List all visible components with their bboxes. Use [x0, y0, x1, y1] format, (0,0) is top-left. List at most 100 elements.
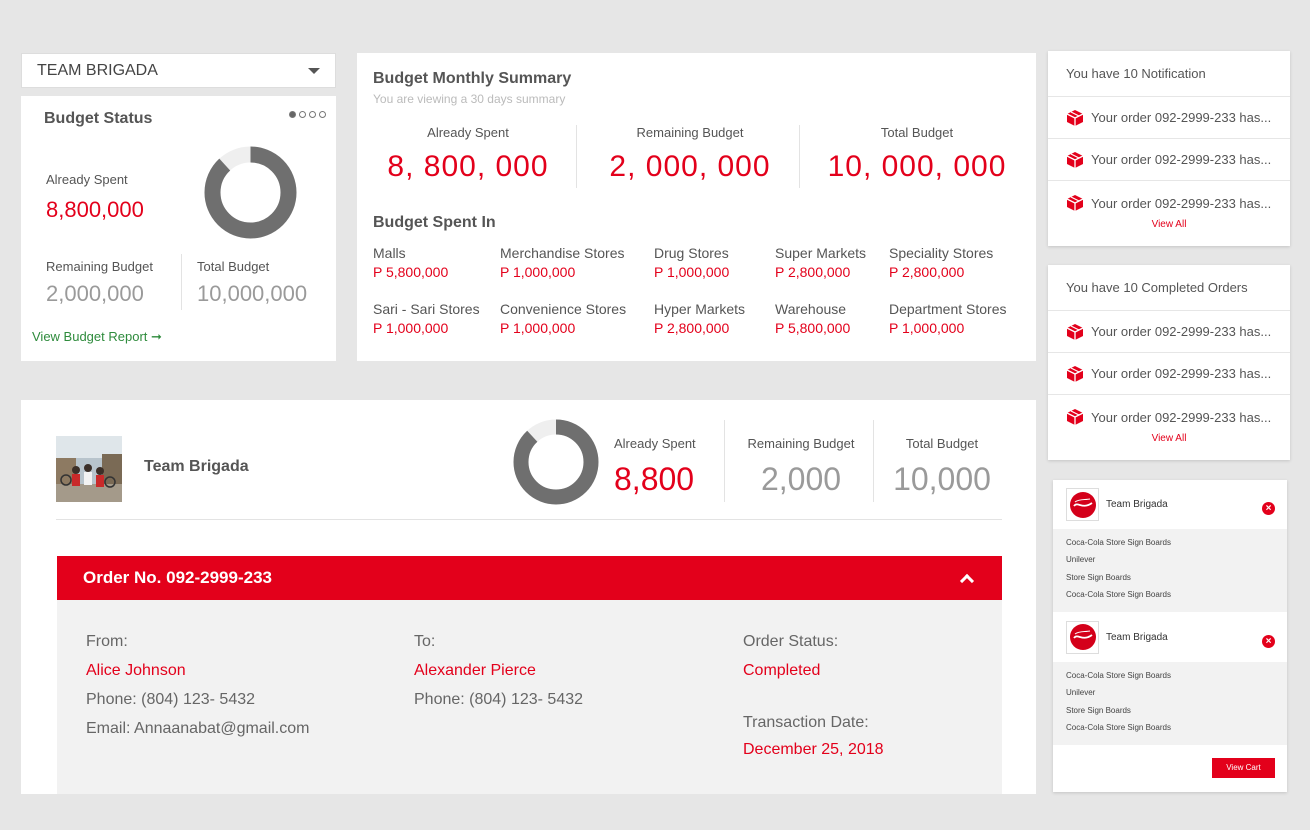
- cart-group-name: Team Brigada: [1106, 631, 1168, 643]
- view-cart-button[interactable]: View Cart: [1212, 758, 1275, 778]
- already-spent-value: 8,800: [614, 461, 695, 497]
- divider: [724, 420, 725, 502]
- cart-group-name: Team Brigada: [1106, 499, 1168, 510]
- completed-order-text: Your order 092-2999-233 has...: [1091, 366, 1272, 381]
- order-budget-donut-chart: [513, 419, 599, 505]
- remove-icon[interactable]: ×: [1262, 635, 1275, 648]
- view-all-notifications-link[interactable]: View All: [1151, 219, 1187, 230]
- cart-item: Coca-Cola Store Sign Boards: [1066, 723, 1171, 733]
- store-name: Hyper Markets: [654, 301, 746, 317]
- notification-text: Your order 092-2999-233 has...: [1091, 110, 1272, 125]
- store-spend-item: Sari - Sari Stores P 1,000,000: [373, 301, 480, 336]
- budget-status-card: Budget Status Already Spent 8,800,000 Re…: [21, 96, 336, 361]
- carousel-dots: [289, 111, 326, 118]
- completed-order-text: Your order 092-2999-233 has...: [1091, 409, 1272, 425]
- cart-item: Coca-Cola Store Sign Boards: [1066, 671, 1171, 680]
- package-icon: [1066, 151, 1084, 168]
- summary-column-label: Remaining Budget: [636, 125, 744, 140]
- completed-order-text: Your order 092-2999-233 has...: [1091, 324, 1272, 339]
- cart-item: Coca-Cola Store Sign Boards: [1066, 590, 1171, 600]
- team-select[interactable]: TEAM BRIGADA: [21, 53, 336, 88]
- store-spend-item: Malls P 5,800,000: [373, 245, 448, 280]
- summary-column-value: 2, 000, 000: [609, 150, 771, 183]
- store-spend-item: Super Markets P 2,800,000: [775, 245, 866, 280]
- caret-down-icon: [308, 67, 320, 74]
- store-amount: P 1,000,000: [889, 320, 965, 336]
- from-phone: Phone: (804) 123- 5432: [86, 691, 256, 708]
- package-icon: [1066, 195, 1084, 211]
- store-name: Super Markets: [775, 245, 867, 261]
- from-label: From:: [86, 633, 128, 650]
- remaining-budget-value: 2,000: [760, 461, 842, 497]
- order-details-body: From: Alice Johnson Phone: (804) 123- 54…: [57, 600, 1002, 794]
- order-remaining-budget: Remaining Budget 2,000: [733, 436, 869, 498]
- store-amount: P 1,000,000: [373, 320, 449, 336]
- summary-title: Budget Monthly Summary: [373, 70, 572, 87]
- notification-text: Your order 092-2999-233 has...: [1091, 152, 1272, 167]
- carousel-dot[interactable]: [289, 111, 296, 118]
- remove-icon[interactable]: ×: [1262, 502, 1275, 515]
- already-spent-label: Already Spent: [46, 172, 128, 187]
- team-select-value: TEAM BRIGADA: [37, 61, 158, 79]
- store-spend-item: Speciality Stores P 2,800,000: [889, 245, 993, 280]
- team-name: Team Brigada: [144, 458, 249, 475]
- notification-item[interactable]: Your order 092-2999-233 has...: [1048, 181, 1290, 225]
- store-spend-item: Merchandise Stores P 1,000,000: [500, 245, 625, 280]
- chevron-up-icon: [959, 573, 975, 589]
- view-all-completed-orders-link[interactable]: View All: [1151, 433, 1187, 444]
- order-accordion-header[interactable]: Order No. 092-2999-233: [57, 556, 1002, 600]
- store-spend-item: Drug Stores P 1,000,000: [654, 245, 729, 280]
- store-name: Malls: [373, 245, 406, 261]
- order-total-budget: Total Budget 10,000: [878, 436, 1006, 498]
- transaction-date-label: Transaction Date:: [743, 714, 869, 731]
- store-name: Department Stores: [889, 301, 1007, 317]
- package-icon: [1066, 365, 1084, 382]
- carousel-dot[interactable]: [299, 111, 306, 118]
- budget-status-title: Budget Status: [44, 110, 153, 127]
- store-name: Convenience Stores: [500, 301, 627, 317]
- completed-orders-header: You have 10 Completed Orders: [1048, 265, 1290, 311]
- completed-order-item[interactable]: Your order 092-2999-233 has...: [1048, 311, 1290, 353]
- coca-cola-logo: [1066, 620, 1099, 654]
- order-status-value: Completed: [743, 662, 821, 679]
- notification-text: Your order 092-2999-233 has...: [1091, 195, 1272, 211]
- budget-donut-chart: [204, 146, 297, 239]
- notification-item[interactable]: Your order 092-2999-233 has...: [1048, 139, 1290, 181]
- order-details-card: Team Brigada Already Spent 8,800 Remaini…: [21, 400, 1036, 794]
- cart-panel: Team Brigada × Coca-Cola Store Sign Boar…: [1053, 480, 1287, 792]
- donut-spent-arc: [513, 419, 599, 505]
- store-amount: P 2,800,000: [889, 264, 965, 280]
- divider: [181, 254, 182, 310]
- completed-order-item[interactable]: Your order 092-2999-233 has...: [1048, 395, 1290, 439]
- cart-item-list: Coca-Cola Store Sign Boards Unilever Sto…: [1053, 529, 1287, 612]
- view-budget-report-link[interactable]: View Budget Report ➞: [32, 329, 162, 344]
- cart-item: Store Sign Boards: [1066, 572, 1131, 582]
- remaining-budget-label: Remaining Budget: [747, 436, 855, 451]
- carousel-dot[interactable]: [309, 111, 316, 118]
- summary-subtitle: You are viewing a 30 days summary: [373, 92, 566, 106]
- summary-column-label: Total Budget: [880, 125, 954, 140]
- notifications-panel: You have 10 Notification Your order 092-…: [1048, 51, 1290, 246]
- package-icon: [1066, 323, 1084, 340]
- summary-total-budget: Total Budget 10, 000, 000: [806, 125, 1028, 184]
- budget-spent-in-title: Budget Spent In: [373, 214, 496, 231]
- notifications-header: You have 10 Notification: [1048, 51, 1290, 97]
- divider: [56, 519, 1002, 520]
- notification-item[interactable]: Your order 092-2999-233 has...: [1048, 97, 1290, 139]
- summary-column-value: 10, 000, 000: [827, 150, 1007, 183]
- coca-cola-logo: [1066, 488, 1099, 521]
- completed-order-item[interactable]: Your order 092-2999-233 has...: [1048, 353, 1290, 395]
- remaining-budget-value: 2,000,000: [46, 281, 144, 306]
- total-budget-label: Total Budget: [197, 259, 270, 274]
- team-photo: [56, 436, 122, 502]
- already-spent-label: Already Spent: [614, 436, 696, 451]
- total-budget-label: Total Budget: [905, 436, 979, 451]
- order-status-label: Order Status:: [743, 633, 839, 650]
- carousel-dot[interactable]: [319, 111, 326, 118]
- store-amount: P 5,800,000: [775, 320, 851, 336]
- to-label: To:: [414, 633, 436, 650]
- summary-already-spent: Already Spent 8, 800, 000: [357, 125, 579, 184]
- completed-orders-panel: You have 10 Completed Orders Your order …: [1048, 265, 1290, 460]
- store-spend-item: Convenience Stores P 1,000,000: [500, 301, 626, 336]
- store-amount: P 2,800,000: [775, 264, 851, 280]
